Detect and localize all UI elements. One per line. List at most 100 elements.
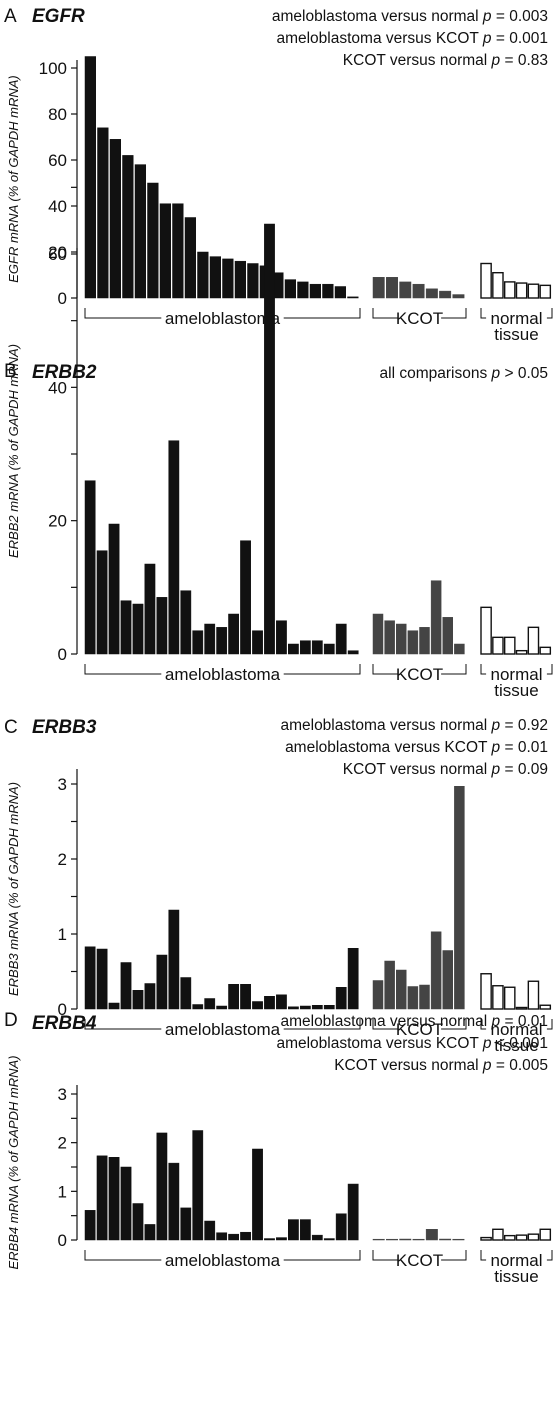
group-label-bg bbox=[486, 1268, 547, 1285]
bar bbox=[252, 1001, 263, 1010]
stat-text: KCOT versus normal bbox=[343, 761, 492, 778]
bar bbox=[311, 1005, 323, 1010]
bar bbox=[311, 1234, 323, 1241]
bar bbox=[527, 283, 540, 299]
bar bbox=[204, 623, 216, 655]
bar bbox=[120, 962, 132, 1010]
group-label-bg bbox=[397, 1252, 442, 1269]
bar bbox=[120, 600, 132, 655]
bar bbox=[515, 1006, 528, 1010]
bar bbox=[527, 626, 540, 655]
y-tick-label: 60 bbox=[48, 245, 67, 264]
group-label: ameloblastoma bbox=[165, 309, 281, 328]
bar bbox=[347, 296, 359, 299]
bar bbox=[240, 540, 251, 655]
bar bbox=[515, 649, 528, 655]
bar bbox=[503, 986, 516, 1010]
panel-letter: D bbox=[4, 1010, 18, 1031]
chart-title: ERBB4 bbox=[32, 1013, 97, 1034]
bar bbox=[264, 996, 275, 1010]
stat-value: = 0.005 bbox=[492, 1057, 548, 1074]
stat-p: p bbox=[491, 365, 501, 382]
bar bbox=[288, 1006, 299, 1010]
group-label-bg bbox=[161, 1252, 284, 1269]
group-label: KCOT bbox=[396, 665, 443, 684]
bar bbox=[276, 994, 287, 1010]
bar bbox=[384, 960, 395, 1010]
bar bbox=[192, 1004, 204, 1010]
bar bbox=[144, 563, 156, 655]
bar bbox=[323, 1238, 335, 1241]
y-tick-label: 0 bbox=[58, 289, 67, 308]
stat-line: ameloblastoma versus KCOT p = 0.01 bbox=[285, 739, 548, 756]
bar bbox=[159, 203, 171, 299]
bar bbox=[335, 623, 347, 655]
bar bbox=[480, 262, 492, 299]
y-tick-label: 3 bbox=[58, 775, 67, 794]
stat-line: ameloblastoma versus normal p = 0.003 bbox=[272, 8, 548, 25]
bar bbox=[252, 1148, 263, 1241]
chart-title: ERBB3 bbox=[32, 717, 97, 738]
bar bbox=[144, 983, 156, 1010]
bar bbox=[84, 480, 96, 655]
stat-value: = 0.01 bbox=[500, 739, 548, 756]
group-label-bg bbox=[486, 682, 547, 699]
bar bbox=[334, 286, 346, 299]
stat-value: = 0.83 bbox=[500, 52, 548, 69]
panel-letter: C bbox=[4, 717, 18, 738]
panel-letter: A bbox=[4, 6, 17, 27]
group-label: tissue bbox=[494, 681, 538, 700]
bar bbox=[515, 1234, 528, 1241]
bar bbox=[515, 282, 528, 299]
stat-text: KCOT versus normal bbox=[334, 1057, 483, 1074]
bar bbox=[454, 786, 465, 1010]
y-tick-label: 0 bbox=[58, 645, 67, 664]
bar bbox=[386, 277, 398, 299]
stat-p: p bbox=[482, 1035, 492, 1052]
bar bbox=[311, 640, 323, 655]
group-label: KCOT bbox=[396, 1020, 443, 1039]
bar bbox=[234, 260, 246, 299]
stat-p: p bbox=[482, 1057, 492, 1074]
stat-text: ameloblastoma versus KCOT bbox=[285, 739, 491, 756]
bar bbox=[299, 1219, 311, 1241]
bar bbox=[297, 281, 309, 299]
group-label-bg bbox=[486, 1021, 547, 1038]
bar bbox=[396, 969, 407, 1010]
bar bbox=[264, 223, 275, 655]
panel-c: C ERBB3 ameloblastoma versus normal p = 0.… bbox=[4, 717, 553, 1055]
group-label-bg bbox=[397, 666, 442, 683]
bar bbox=[156, 954, 168, 1010]
bar bbox=[284, 279, 296, 299]
bar bbox=[197, 251, 209, 299]
bar bbox=[384, 620, 395, 655]
bar bbox=[132, 603, 144, 655]
y-tick-label: 1 bbox=[58, 1182, 67, 1201]
y-tick-label: 0 bbox=[58, 1000, 67, 1019]
panel-b: B ERBB2 all comparisons p > 0.05 0 20 40 60 ERB… bbox=[4, 186, 553, 700]
stat-text: ameloblastoma versus normal bbox=[280, 717, 491, 734]
bar bbox=[412, 1238, 425, 1241]
panel-d: D ERBB4 ameloblastoma versus normal p = 0.… bbox=[4, 1010, 553, 1286]
bar bbox=[419, 627, 430, 655]
bar bbox=[147, 182, 159, 299]
group-label: tissue bbox=[494, 1036, 538, 1055]
stat-p: p bbox=[491, 739, 501, 756]
bar bbox=[132, 990, 144, 1010]
bar bbox=[96, 948, 108, 1010]
y-tick-label: 2 bbox=[58, 850, 67, 869]
bar bbox=[492, 272, 504, 299]
bar bbox=[492, 1228, 504, 1241]
group-label-bg bbox=[161, 1021, 284, 1038]
bar bbox=[122, 155, 134, 299]
stat-line: KCOT versus normal p = 0.09 bbox=[343, 761, 548, 778]
bar bbox=[439, 290, 452, 299]
bar bbox=[347, 650, 359, 655]
stat-line: ameloblastoma versus KCOT p = 0.001 bbox=[276, 30, 548, 47]
chart-title: ERBB2 bbox=[32, 362, 97, 383]
bar bbox=[144, 1224, 156, 1241]
stat-line: KCOT versus normal p = 0.005 bbox=[334, 1057, 548, 1074]
bar bbox=[407, 630, 419, 655]
group-label-bg bbox=[397, 310, 442, 327]
group-label: normal bbox=[491, 665, 543, 684]
